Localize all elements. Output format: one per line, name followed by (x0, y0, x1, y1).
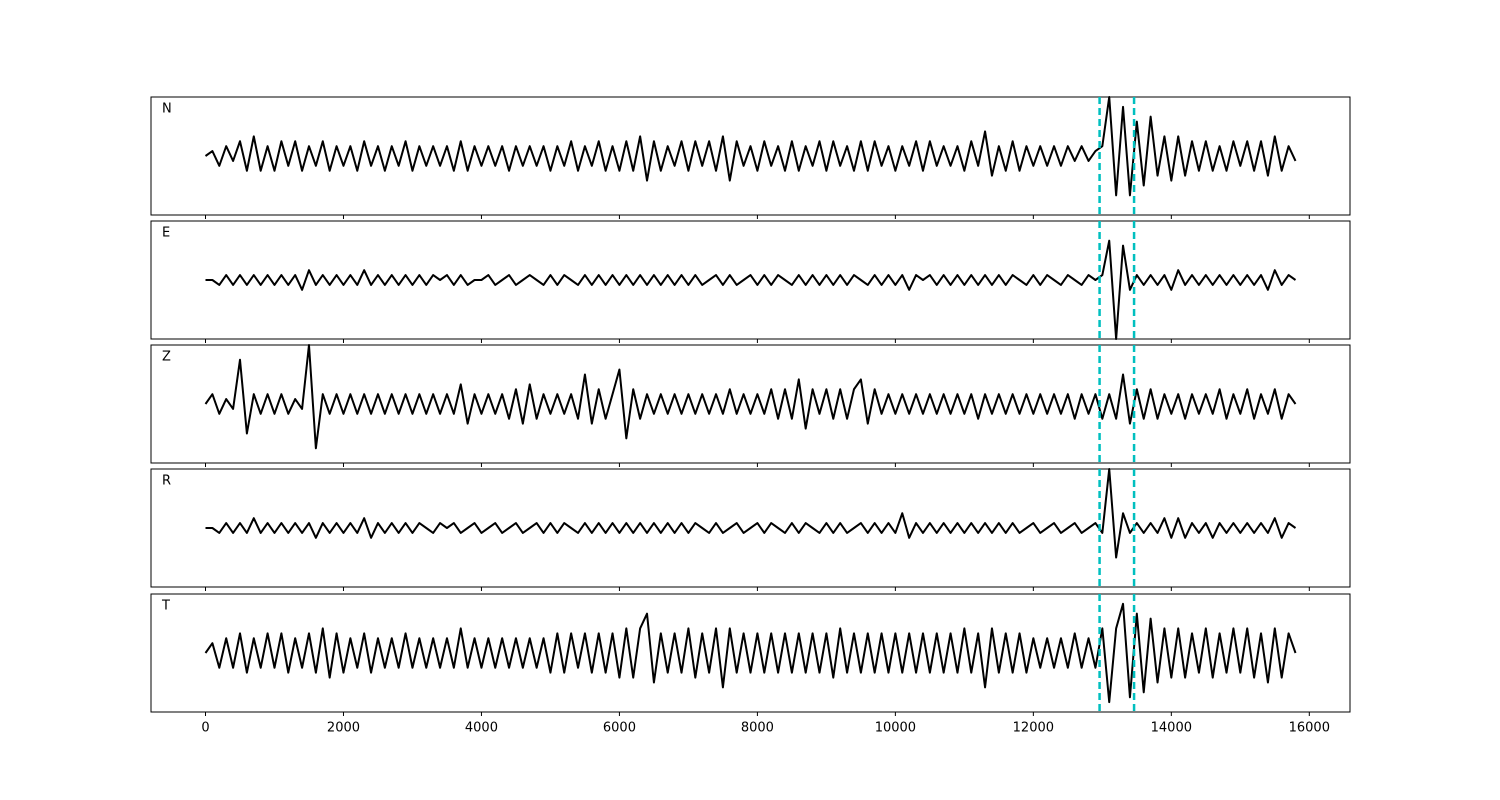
panel-label: E (162, 226, 170, 241)
waveform (204, 96, 1297, 197)
panel-frame (150, 344, 1351, 464)
panel-frame (150, 96, 1351, 216)
x-tick-label: 6000 (603, 721, 636, 736)
panel-label: Z (162, 350, 171, 365)
panel-label: N (162, 102, 172, 117)
x-tick-label: 8000 (741, 721, 774, 736)
x-tick-label: 14000 (1151, 721, 1192, 736)
x-tick-label: 16000 (1289, 721, 1330, 736)
panel-frame (150, 220, 1351, 340)
waveform (205, 239, 1297, 340)
waveform (205, 468, 1297, 559)
x-tick-label: 0 (201, 721, 209, 736)
panel-label: T (161, 599, 170, 614)
waveform (204, 602, 1297, 704)
panel-frame (150, 468, 1351, 588)
x-tick-label: 10000 (875, 721, 916, 736)
x-tick-label: 12000 (1013, 721, 1054, 736)
x-tick-label: 2000 (327, 721, 360, 736)
waveform (204, 344, 1297, 450)
panel-frame (150, 593, 1351, 713)
panel-label: R (162, 474, 171, 489)
x-tick-label: 4000 (465, 721, 498, 736)
